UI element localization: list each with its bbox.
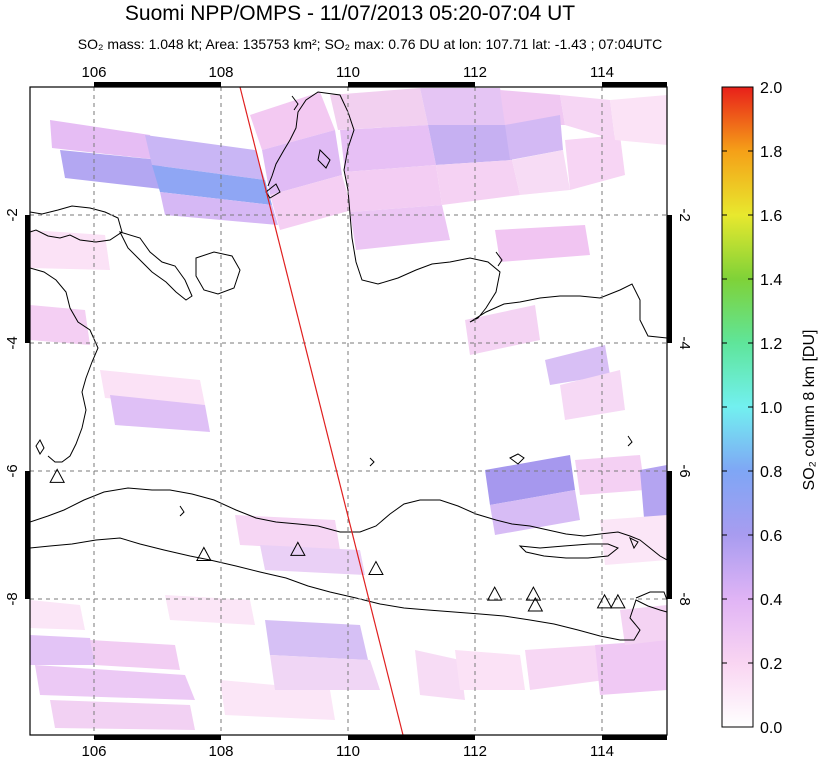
- lon-tick-top-110: 110: [336, 64, 360, 81]
- lon-tick-bottom-106: 106: [81, 743, 106, 759]
- volcano-marker: [196, 546, 212, 561]
- volcano-markers: [49, 468, 626, 612]
- lon-tick-bottom-112: 112: [463, 743, 487, 759]
- colorbar-tick-1-4: 1.4: [760, 272, 782, 289]
- colorbar-ticks: [722, 86, 753, 664]
- colorbar-label: SO₂ column 8 km [DU]: [801, 330, 818, 491]
- volcano-marker: [610, 593, 626, 609]
- colorbar: [721, 86, 754, 728]
- colorbar-tick-1-0: 1.0: [760, 400, 782, 417]
- colorbar-tick-1-8: 1.8: [760, 144, 782, 161]
- lon-tick-top-108: 108: [208, 64, 233, 81]
- volcano-marker: [486, 586, 503, 601]
- frame-border-scale: [25, 82, 672, 740]
- lat-tick-left-2: -2: [4, 208, 21, 221]
- colorbar-tick-1-2: 1.2: [760, 336, 782, 353]
- lon-tick-top-112: 112: [463, 64, 487, 81]
- lat-tick-right-2: -2: [676, 208, 693, 221]
- lon-tick-bottom-114: 114: [590, 743, 614, 759]
- colorbar-tick-0-2: 0.2: [760, 656, 782, 673]
- coastlines: [30, 91, 667, 641]
- lat-tick-right-4: -4: [676, 336, 693, 349]
- colorbar-tick-0-8: 0.8: [760, 464, 782, 481]
- lon-tick-top-106: 106: [81, 64, 106, 81]
- volcano-marker: [289, 541, 306, 556]
- map-subtitle: SO₂ mass: 1.048 kt; Area: 135753 km²; SO…: [77, 36, 663, 52]
- lat-tick-right-8: -8: [676, 592, 693, 605]
- lat-tick-right-6: -6: [676, 464, 693, 477]
- volcano-marker: [525, 586, 542, 601]
- lon-tick-bottom-108: 108: [208, 743, 233, 759]
- colorbar-tick-1-6: 1.6: [760, 208, 782, 225]
- lon-tick-bottom-110: 110: [336, 743, 360, 759]
- lat-tick-left-4: -4: [4, 336, 21, 349]
- colorbar-tick-0-4: 0.4: [760, 592, 782, 609]
- volcano-marker: [368, 560, 384, 576]
- graticule: [30, 87, 667, 735]
- colorbar-tick-0-6: 0.6: [760, 528, 782, 545]
- lat-tick-left-6: -6: [4, 464, 21, 477]
- lon-tick-top-114: 114: [590, 64, 614, 81]
- colorbar-tick-0-0: 0.0: [760, 720, 782, 737]
- orbit-track-line: [239, 86, 404, 736]
- volcano-marker: [596, 593, 613, 609]
- volcano-marker: [527, 596, 544, 612]
- lat-tick-left-8: -8: [4, 592, 21, 605]
- volcano-marker: [49, 468, 66, 483]
- colorbar-tick-2-0: 2.0: [760, 80, 782, 97]
- map-title: Suomi NPP/OMPS - 11/07/2013 05:20-07:04 …: [124, 2, 576, 25]
- so2-pixels: [30, 88, 667, 730]
